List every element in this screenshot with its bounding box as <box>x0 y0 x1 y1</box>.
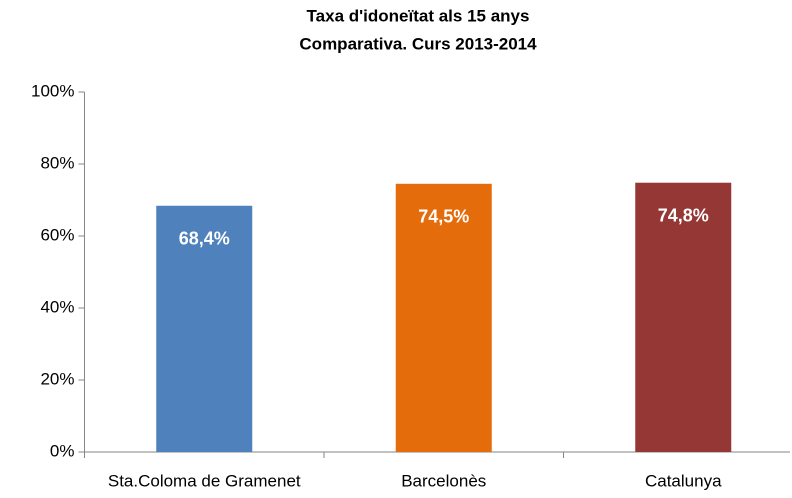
y-tick-label: 20% <box>40 369 74 388</box>
bar <box>635 182 732 452</box>
value-label: 68,4% <box>179 229 230 249</box>
y-tick-label: 100% <box>31 81 74 100</box>
x-tick-label: Sta.Coloma de Gramenet <box>108 471 301 490</box>
bar <box>395 183 492 453</box>
x-tick-label: Catalunya <box>645 471 722 490</box>
bar <box>156 205 253 452</box>
y-tick-label: 60% <box>40 225 74 244</box>
value-label: 74,8% <box>658 205 709 225</box>
value-label: 74,5% <box>418 207 469 227</box>
chart-title: Taxa d'idoneïtat als 15 anys <box>307 6 530 25</box>
y-tick-label: 40% <box>40 297 74 316</box>
chart-subtitle: Comparativa. Curs 2013-2014 <box>299 34 537 53</box>
y-tick-label: 0% <box>50 441 75 460</box>
y-tick-label: 80% <box>40 153 74 172</box>
x-tick-label: Barcelonès <box>401 471 486 490</box>
